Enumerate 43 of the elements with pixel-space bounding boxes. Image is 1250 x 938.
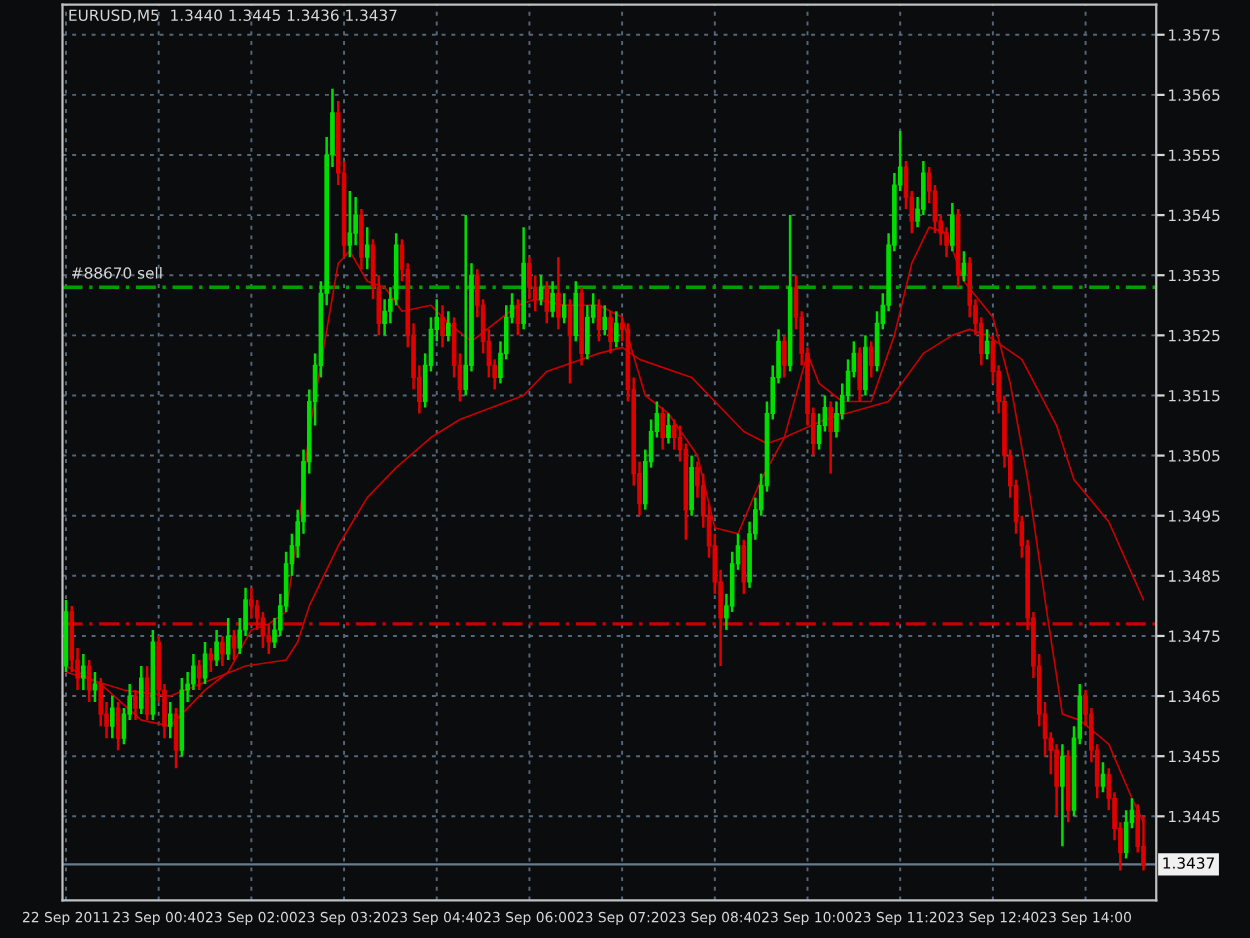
candlestick — [196, 658, 202, 692]
candlestick — [347, 189, 353, 259]
candlestick — [231, 628, 237, 662]
candlestick — [666, 412, 671, 445]
candlestick — [86, 658, 92, 704]
candlestick — [573, 279, 579, 343]
candlestick — [446, 310, 451, 343]
candlestick — [92, 670, 98, 704]
candlestick — [133, 688, 138, 722]
candlestick — [364, 225, 370, 271]
candlestick — [144, 664, 150, 722]
candlestick — [173, 706, 179, 770]
candlestick — [544, 279, 550, 325]
candlestick — [602, 304, 608, 337]
candlestick — [214, 628, 219, 668]
candlestick — [863, 334, 868, 397]
candlestick — [550, 279, 555, 319]
candlestick — [440, 304, 445, 349]
candlestick — [950, 201, 955, 253]
candlestick — [857, 346, 862, 403]
candlestick — [225, 616, 231, 662]
candlestick — [689, 454, 694, 517]
candlestick — [614, 310, 619, 349]
candlestick — [660, 406, 665, 451]
candlestick — [110, 694, 115, 740]
candlestick — [741, 538, 747, 596]
candlestick — [1060, 742, 1065, 848]
candlestick — [608, 310, 613, 355]
candlestick — [515, 298, 521, 337]
candlestick — [463, 213, 468, 397]
candlestick — [81, 652, 86, 692]
candlestick — [138, 664, 144, 716]
candlestick — [208, 646, 214, 674]
candlestick — [782, 334, 787, 379]
candlestick — [561, 292, 567, 325]
candlestick — [202, 640, 208, 686]
candlestick — [828, 400, 833, 475]
candlestick — [167, 700, 173, 740]
candlestick — [556, 255, 561, 331]
candlestick — [359, 207, 364, 271]
candlestick — [115, 700, 121, 752]
candlestick — [220, 634, 225, 668]
candlestick — [868, 340, 874, 379]
